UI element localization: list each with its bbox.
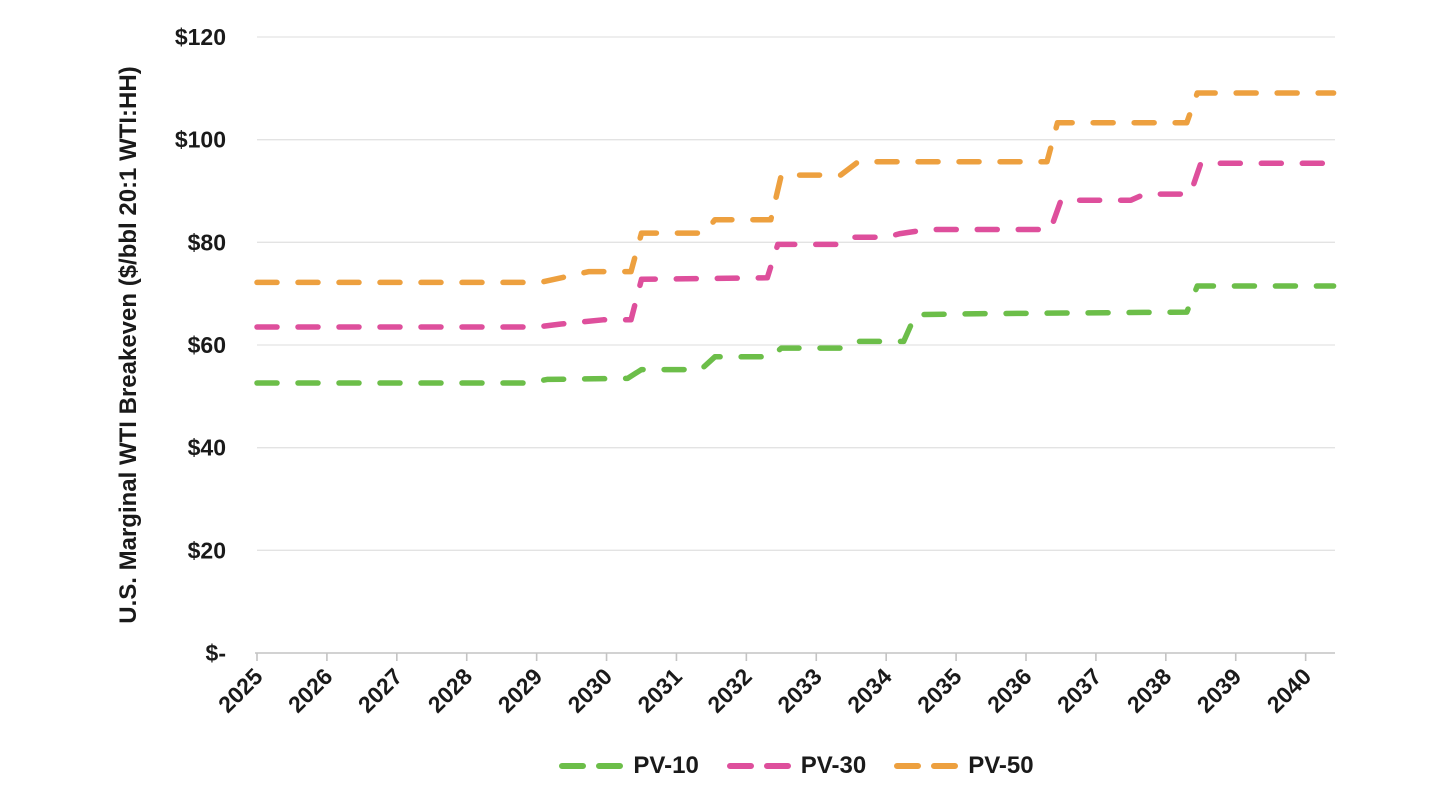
data-series [254,90,1337,386]
x-tick-label: 2037 [1052,663,1107,718]
y-tick-label: $- [206,640,226,666]
x-tick-label: 2029 [493,663,548,718]
y-tick-label: $60 [188,332,226,358]
legend-item-pv-30: PV-30 [726,752,866,780]
gridlines [257,36,1335,551]
legend-dash-swatch [894,763,959,769]
legend-dash-swatch [726,763,791,769]
x-tick-label: 2028 [423,663,478,718]
x-tick-label: 2025 [213,663,268,718]
y-tick-label: $20 [188,537,226,563]
legend-dash-swatch [559,763,624,769]
y-tick-label: $40 [188,435,226,461]
axes: $- $20 $40 $60 $80 $100 $120 2025 2026 2027 2028 20… [175,24,1335,718]
y-tick-label: $80 [188,229,226,255]
x-tick-label: 2038 [1122,663,1177,718]
x-tick-label: 2030 [563,663,618,718]
x-tick-label: 2036 [982,663,1037,718]
x-tick-label: 2026 [283,663,338,718]
legend-item-pv-10: PV-10 [558,752,699,780]
y-tick-label: $100 [175,127,226,153]
legend-label: PV-10 [633,752,699,779]
x-tick-label: 2027 [353,663,408,718]
legend-label: PV-50 [968,752,1034,779]
legend-item-pv-50: PV-50 [893,752,1034,780]
chart-legend: PV-10 PV-30 PV-50 [257,752,1335,780]
x-tick-label: 2033 [772,663,827,718]
x-tick-label: 2039 [1192,663,1247,718]
y-axis-title: U.S. Marginal WTI Breakeven ($/bbl 20:1 … [115,66,142,623]
series-line-pv-50 [254,90,1337,286]
series-line-pv-30 [254,160,1337,330]
x-tick-label: 2032 [702,663,757,718]
x-tick-label: 2031 [632,663,687,718]
y-tick-label: $120 [175,24,226,50]
x-tick-label: 2035 [912,663,967,718]
series-line-pv-10 [254,283,1337,386]
legend-label: PV-30 [800,752,867,779]
x-tick-label: 2040 [1262,663,1317,718]
x-tick-label: 2034 [842,663,897,718]
